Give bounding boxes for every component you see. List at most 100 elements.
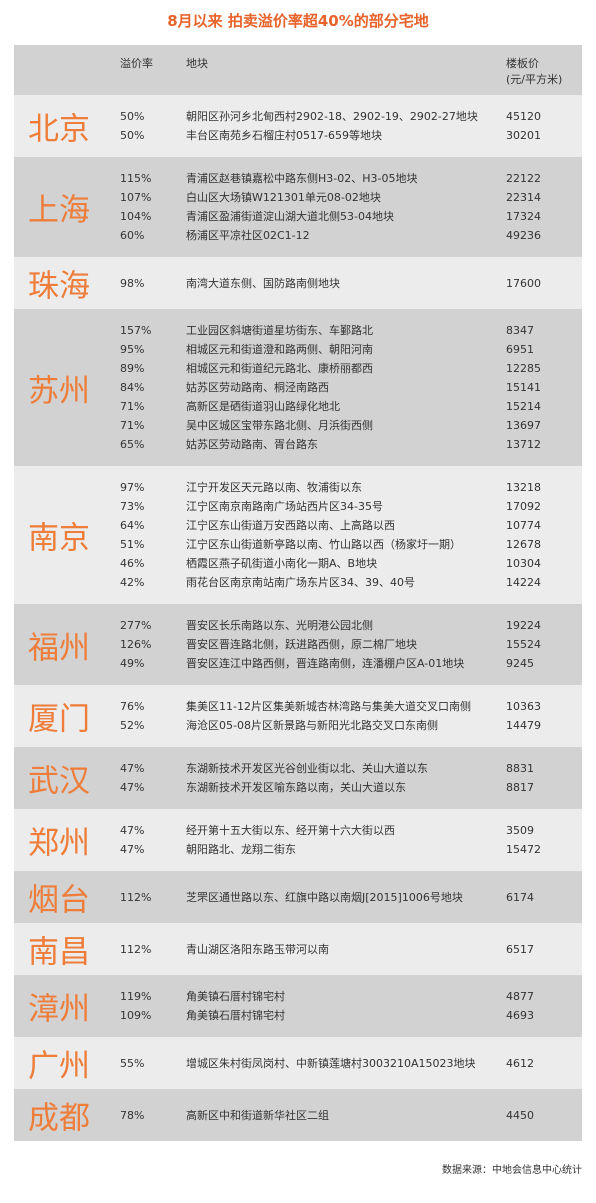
table-row: 115% 青浦区赵巷镇嘉松中路东侧H3-02、H3-05地块 22122 <box>14 169 582 188</box>
premium: 115% <box>120 172 152 185</box>
table-header: 溢价率 地块 楼板价 (元/平方米) <box>14 45 582 95</box>
premium: 78% <box>120 1108 145 1122</box>
city-name: 南昌 <box>28 934 90 971</box>
city-group: 福州 277% 晋安区长乐南路以东、光明港公园北侧 19224 126% 晋安区晋连路北侧… <box>14 604 582 685</box>
plot: 栖霞区燕子矶街道小南化一期A、B地块 <box>186 557 378 570</box>
plot: 江宁区南京南路南广场站西片区34-35号 <box>186 500 383 513</box>
plot: 江宁开发区天元路以南、牧浦街以东 <box>186 481 362 494</box>
premium: 60% <box>120 229 145 242</box>
premium: 47% <box>120 843 145 856</box>
plot: 相城区元和街道澄和路两侧、朝阳河南 <box>186 343 373 356</box>
price: 49236 <box>506 229 541 242</box>
city-name: 福州 <box>28 630 90 666</box>
table-row: 71% 高新区是硒街道羽山路绿化地北 15214 <box>14 397 582 416</box>
plot: 高新区中和街道新华社区二组 <box>186 1108 329 1122</box>
premium: 126% <box>120 638 152 651</box>
plot: 杨浦区平凉社区02C1-12 <box>186 229 310 242</box>
price: 17324 <box>506 210 541 223</box>
city-name: 北京 <box>28 111 90 148</box>
city-name: 厦门 <box>28 701 90 738</box>
price: 14224 <box>506 576 541 589</box>
plot: 相城区元和街道纪元路北、康桥丽都西 <box>186 362 373 375</box>
premium: 46% <box>120 557 145 570</box>
plot: 高新区是硒街道羽山路绿化地北 <box>186 400 340 413</box>
plot: 工业园区斜塘街道星坊街东、车鄞路北 <box>186 324 373 337</box>
source: 数据来源：中地会信息中心统计 <box>442 1165 582 1176</box>
city-name: 上海 <box>28 192 90 229</box>
city-name: 郑州 <box>28 825 90 862</box>
price: 30201 <box>506 129 541 142</box>
plot: 海沧区05-08片区新景路与新阳光北路交叉口东南侧 <box>186 719 438 732</box>
title: 8月以来 拍卖溢价率超40%的部分宅地 <box>167 12 429 30</box>
table-row: 73% 江宁区南京南路南广场站西片区34-35号 17092 <box>14 497 582 516</box>
table-row: 78% 高新区中和街道新华社区二组 4450 <box>14 1106 582 1125</box>
price: 22314 <box>506 191 541 204</box>
city-name: 烟台 <box>28 882 90 919</box>
table-row: 50% 朝阳区孙河乡北甸西村2902-18、2902-19、2902-27地块 45… <box>14 107 582 126</box>
premium: 157% <box>120 324 152 337</box>
plot: 芝罘区通世路以东、红旗中路以南烟J[2015]1006号地块 <box>186 890 463 904</box>
price: 10304 <box>506 557 541 570</box>
premium: 47% <box>120 824 145 837</box>
plot: 姑苏区劳动路南、桐泾南路西 <box>186 381 329 394</box>
premium: 97% <box>120 481 145 494</box>
premium: 119% <box>120 990 152 1003</box>
premium: 98% <box>120 276 145 290</box>
table-row: 52% 海沧区05-08片区新景路与新阳光北路交叉口东南侧 14479 <box>14 716 582 735</box>
plot: 青浦区盈浦街道淀山湖大道北侧53-04地块 <box>186 210 394 223</box>
premium: 95% <box>120 343 145 356</box>
premium: 47% <box>120 762 145 775</box>
price: 6951 <box>506 343 534 356</box>
city-group: 南京 97% 江宁开发区天元路以南、牧浦街以东 13218 73% 江宁区南京南路南广场站… <box>14 466 582 604</box>
city-group: 厦门 76% 集美区11-12片区集美新城杏林湾路与集美大道交叉口南侧 10363 52… <box>14 685 582 747</box>
city-group: 广州 55% 增城区朱村街凤岗村、中新镇莲塘村3003210A15023地块 4612 <box>14 1037 582 1089</box>
city-group: 南昌 112% 青山湖区洛阳东路玉带河以南 6517 <box>14 923 582 975</box>
table-row: 64% 江宁区东山街道万安西路以南、上高路以西 10774 <box>14 516 582 535</box>
plot: 吴中区城区宝带东路北侧、月浜街西侧 <box>186 419 373 432</box>
table-row: 112% 青山湖区洛阳东路玉带河以南 6517 <box>14 940 582 959</box>
city-name: 广州 <box>28 1048 90 1085</box>
plot: 朝阳区孙河乡北甸西村2902-18、2902-19、2902-27地块 <box>186 110 478 123</box>
table-row: 50% 丰台区南苑乡石榴庄村0517-659等地块 30201 <box>14 126 582 145</box>
city-group: 成都 78% 高新区中和街道新华社区二组 4450 <box>14 1089 582 1141</box>
premium: 109% <box>120 1009 152 1022</box>
table-row: 76% 集美区11-12片区集美新城杏林湾路与集美大道交叉口南侧 10363 <box>14 697 582 716</box>
plot: 白山区大场镇W121301单元08-02地块 <box>186 191 381 204</box>
premium: 71% <box>120 419 145 432</box>
premium: 71% <box>120 400 145 413</box>
premium: 52% <box>120 719 145 732</box>
price: 10363 <box>506 700 541 713</box>
plot: 晋安区晋连路北侧，跃进路西侧，原二棉厂地块 <box>186 638 417 651</box>
price: 13218 <box>506 481 541 494</box>
plot: 集美区11-12片区集美新城杏林湾路与集美大道交叉口南侧 <box>186 700 471 713</box>
premium: 50% <box>120 129 145 142</box>
price: 4450 <box>506 1108 534 1122</box>
table-row: 47% 东湖新技术开发区光谷创业街以北、关山大道以东 8831 <box>14 759 582 778</box>
plot: 经开第十五大街以东、经开第十六大街以西 <box>186 824 395 837</box>
premium: 112% <box>120 890 152 904</box>
table-row: 47% 东湖新技术开发区喻东路以南，关山大道以东 8817 <box>14 778 582 797</box>
city-group: 苏州 157% 工业园区斜塘街道星坊街东、车鄞路北 8347 95% 相城区元和街道澄和路… <box>14 309 582 466</box>
table-row: 98% 南湾大道东侧、国防路南侧地块 17600 <box>14 274 582 293</box>
table-row: 95% 相城区元和街道澄和路两侧、朝阳河南 6951 <box>14 340 582 359</box>
premium: 73% <box>120 500 145 513</box>
city-group: 北京 50% 朝阳区孙河乡北甸西村2902-18、2902-19、2902-27地块… <box>14 95 582 157</box>
city-group: 烟台 112% 芝罘区通世路以东、红旗中路以南烟J[2015]1006号地块 6174 <box>14 871 582 923</box>
plot: 增城区朱村街凤岗村、中新镇莲塘村3003210A15023地块 <box>186 1056 476 1070</box>
price: 10774 <box>506 519 541 532</box>
price: 17600 <box>506 276 541 290</box>
premium: 104% <box>120 210 152 223</box>
price: 15472 <box>506 843 541 856</box>
table-row: 89% 相城区元和街道纪元路北、康桥丽都西 12285 <box>14 359 582 378</box>
city-name: 漳州 <box>28 991 90 1028</box>
city-name: 武汉 <box>28 763 90 800</box>
table-row: 49% 晋安区连江中路西侧，晋连路南侧，连潘棚户区A-01地块 9245 <box>14 654 582 673</box>
premium: 89% <box>120 362 145 375</box>
plot: 东湖新技术开发区喻东路以南，关山大道以东 <box>186 781 406 794</box>
table-row: 55% 增城区朱村街凤岗村、中新镇莲塘村3003210A15023地块 4612 <box>14 1054 582 1073</box>
table-row: 97% 江宁开发区天元路以南、牧浦街以东 13218 <box>14 478 582 497</box>
price: 19224 <box>506 619 541 632</box>
plot: 角美镇石厝村锦宅村 <box>186 990 285 1003</box>
city-group: 武汉 47% 东湖新技术开发区光谷创业街以北、关山大道以东 8831 47% 东湖新技术开… <box>14 747 582 809</box>
